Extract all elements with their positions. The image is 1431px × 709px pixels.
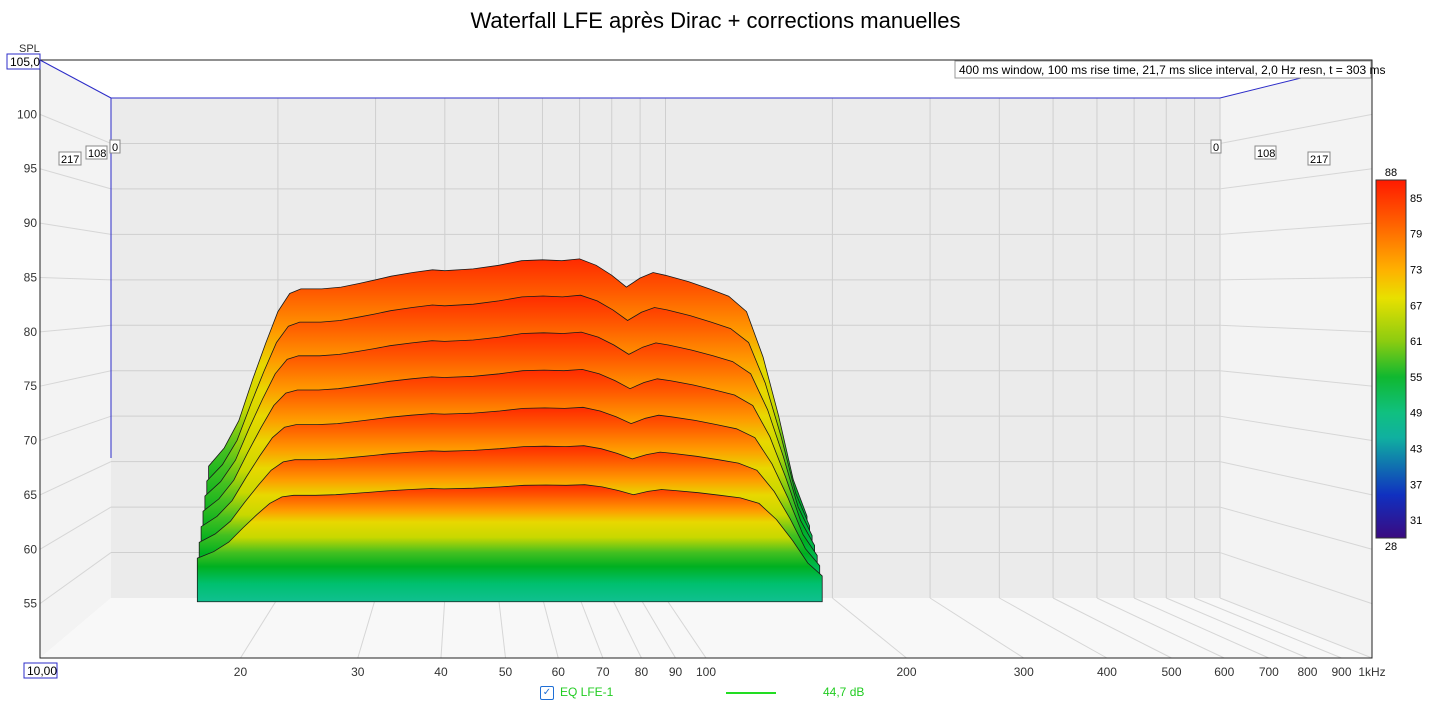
y-axis-ticks: 55 60 65 70 75 80 85 90 95 100 <box>17 107 37 610</box>
x-tick-900: 900 <box>1332 665 1352 679</box>
legend-line-swatch <box>726 692 776 694</box>
legend-entry-value: 44,7 dB <box>823 685 865 699</box>
y-tick-75: 75 <box>24 379 38 393</box>
y-tick-80: 80 <box>24 325 38 339</box>
legend-entry-name: EQ LFE-1 <box>560 685 614 699</box>
x-tick-100: 100 <box>696 665 716 679</box>
y-tick-95: 95 <box>24 162 38 176</box>
time-axis-labels-left: 0 108 217 <box>58 139 121 166</box>
x-tick-30: 30 <box>351 665 365 679</box>
left-wall <box>40 60 111 658</box>
y-tick-65: 65 <box>24 488 38 502</box>
time-label-left-217: 217 <box>61 154 79 166</box>
x-tick-600: 600 <box>1214 665 1234 679</box>
y-tick-100: 100 <box>17 107 37 121</box>
x-tick-700: 700 <box>1259 665 1279 679</box>
x-tick-400: 400 <box>1097 665 1117 679</box>
y-tick-70: 70 <box>24 434 38 448</box>
color-scale-label-85: 85 <box>1410 193 1422 205</box>
x-tick-200: 200 <box>896 665 916 679</box>
x-tick-500: 500 <box>1161 665 1181 679</box>
back-wall-frame <box>110 76 1306 458</box>
waterfall-slice-6 <box>196 484 823 603</box>
x-start-box <box>23 662 58 679</box>
x-tick-1kHz: 1kHz <box>1358 665 1385 679</box>
left-top-edge <box>39 59 112 99</box>
color-scale-label-43: 43 <box>1410 444 1422 456</box>
x-tick-60: 60 <box>552 665 566 679</box>
color-scale-bar <box>1375 179 1407 539</box>
outer-frame <box>39 59 1373 659</box>
time-axis-labels-right: 0 108 217 <box>1210 139 1331 166</box>
color-scale-label-73: 73 <box>1410 265 1422 277</box>
x-tick-90: 90 <box>669 665 683 679</box>
x-tick-50: 50 <box>499 665 513 679</box>
color-scale-labels: 88 85 79 73 67 61 55 49 43 37 31 28 <box>1385 167 1422 553</box>
x-axis-ticks: 20 30 40 50 60 70 80 90 100 200 300 400 500 600 700 800… <box>234 665 1386 679</box>
x-tick-20: 20 <box>234 665 248 679</box>
time-label-right-0: 0 <box>1213 142 1219 154</box>
time-label-left-108: 108 <box>88 148 106 160</box>
chart-title: Waterfall LFE après Dirac + corrections … <box>470 8 961 33</box>
x-tick-40: 40 <box>434 665 448 679</box>
y-top-label: 105,0 <box>10 55 40 69</box>
color-scale-label-79: 79 <box>1410 229 1422 241</box>
y-tick-90: 90 <box>24 216 38 230</box>
color-scale-label-31: 31 <box>1410 515 1422 527</box>
x-tick-300: 300 <box>1014 665 1034 679</box>
x-tick-800: 800 <box>1297 665 1317 679</box>
y-tick-85: 85 <box>24 270 38 284</box>
legend-checkbox[interactable]: ✓ <box>540 686 554 700</box>
x-tick-80: 80 <box>635 665 649 679</box>
waterfall-layer <box>196 258 823 603</box>
y-axis-label: SPL <box>19 43 40 55</box>
time-label-right-217: 217 <box>1310 154 1328 166</box>
x-tick-70: 70 <box>596 665 610 679</box>
y-tick-55: 55 <box>24 597 38 611</box>
info-box <box>954 60 1372 79</box>
color-scale-label-88: 88 <box>1385 167 1397 179</box>
info-box-text: 400 ms window, 100 ms rise time, 21,7 ms… <box>959 63 1386 77</box>
color-scale-label-61: 61 <box>1410 336 1422 348</box>
color-scale-label-49: 49 <box>1410 408 1422 420</box>
floor-plane <box>40 598 1372 658</box>
x-start-label: 10,00 <box>27 664 57 678</box>
time-label-left-0: 0 <box>112 142 118 154</box>
color-scale-label-28: 28 <box>1385 541 1397 553</box>
y-top-box <box>6 53 41 70</box>
color-scale-label-55: 55 <box>1410 372 1422 384</box>
right-wall <box>1220 60 1372 658</box>
time-label-right-108: 108 <box>1257 148 1275 160</box>
y-tick-60: 60 <box>24 542 38 556</box>
color-scale-label-37: 37 <box>1410 479 1422 491</box>
color-scale-label-67: 67 <box>1410 300 1422 312</box>
